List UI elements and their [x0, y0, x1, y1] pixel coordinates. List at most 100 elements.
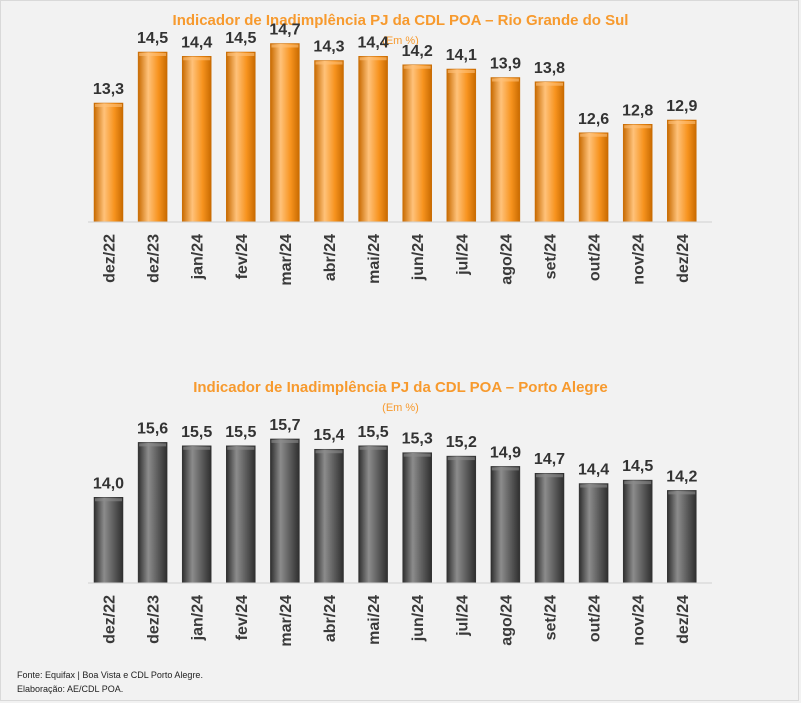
data-label: 15,6 — [137, 420, 168, 437]
bar-jan/24 — [181, 56, 212, 223]
data-label: 13,9 — [490, 56, 521, 73]
bar-cap — [491, 78, 519, 82]
x-tick-label: nov/24 — [631, 595, 648, 646]
bar-cap — [359, 446, 387, 450]
bar-fev/24 — [226, 445, 256, 584]
bar-cap — [227, 446, 255, 450]
x-tick-label: out/24 — [587, 234, 604, 281]
data-label: 15,3 — [402, 431, 433, 448]
data-label: 14,3 — [313, 39, 344, 56]
bar-cap — [536, 82, 563, 86]
bar-fev/24 — [226, 51, 256, 223]
data-label: 14,4 — [358, 34, 389, 51]
bar-cap — [271, 44, 299, 48]
x-tick-label: set/24 — [543, 595, 560, 640]
bar-dez/23 — [137, 442, 168, 584]
bar-cap — [315, 61, 343, 65]
bar-ago/24 — [490, 466, 521, 584]
x-tick-label: mar/24 — [278, 595, 295, 647]
footer-credit: Elaboração: AE/CDL POA. — [17, 684, 124, 694]
bar-cap — [491, 467, 519, 471]
bar-mai/24 — [358, 56, 388, 223]
data-label: 14,4 — [578, 462, 609, 479]
bar-cap — [536, 474, 563, 478]
chart-2-title: Indicador de Inadimplência PJ da CDL POA… — [193, 379, 608, 396]
data-label: 14,1 — [446, 47, 477, 64]
x-tick-label: out/24 — [587, 595, 604, 642]
x-tick-label: jan/24 — [190, 595, 207, 641]
bar-cap — [624, 125, 652, 129]
data-label: 13,8 — [534, 60, 565, 77]
data-label: 15,7 — [269, 417, 300, 434]
bar-cap — [580, 133, 608, 137]
x-tick-label: ago/24 — [498, 234, 515, 285]
data-label: 14,7 — [269, 22, 300, 39]
x-tick-label: dez/22 — [102, 595, 119, 644]
chart-1-subtitle: (Em %) — [382, 35, 419, 47]
bar-set/24 — [534, 81, 565, 223]
bar-cap — [95, 104, 122, 107]
chart-1-rs: 13,3 dez/22 14,5 dez/23 14,4 jan/24 14,5 fev/24… — [88, 22, 712, 286]
data-label: 14,2 — [402, 43, 433, 60]
bar-cap — [139, 53, 167, 56]
data-label: 13,3 — [93, 81, 124, 98]
data-label: 14,4 — [181, 34, 212, 51]
x-tick-label: jul/24 — [454, 595, 471, 637]
data-label: 15,5 — [225, 424, 256, 441]
x-tick-label: fev/24 — [234, 234, 251, 279]
data-label: 14,5 — [225, 30, 256, 47]
bar-cap — [403, 453, 431, 457]
x-tick-label: ago/24 — [498, 595, 515, 646]
bar-out/24 — [578, 132, 609, 223]
bar-nov/24 — [622, 479, 653, 584]
bar-cap — [624, 481, 652, 485]
bar-ago/24 — [490, 77, 521, 223]
bar-mar/24 — [270, 43, 300, 223]
bar-out/24 — [578, 483, 609, 584]
bar-jul/24 — [446, 455, 477, 584]
data-label: 14,9 — [490, 444, 521, 461]
x-tick-label: nov/24 — [631, 234, 648, 285]
bar-dez/24 — [667, 119, 697, 223]
footer: Fonte: Equifax | Boa Vista e CDL Porto A… — [17, 668, 203, 696]
bar-cap — [183, 446, 211, 450]
bar-cap — [447, 457, 475, 461]
bar-cap — [227, 53, 255, 56]
data-label: 15,4 — [313, 427, 344, 444]
x-tick-label: mar/24 — [278, 234, 295, 286]
data-label: 12,8 — [622, 102, 653, 119]
data-label: 15,5 — [358, 424, 389, 441]
bar-cap — [139, 443, 167, 447]
bar-cap — [271, 439, 299, 443]
data-label: 14,5 — [137, 30, 168, 47]
bar-dez/22 — [93, 102, 124, 223]
bar-abr/24 — [314, 60, 344, 223]
x-tick-label: mai/24 — [366, 234, 383, 284]
footer-source: Fonte: Equifax | Boa Vista e CDL Porto A… — [17, 670, 203, 680]
bar-jun/24 — [402, 64, 432, 223]
x-tick-label: jul/24 — [454, 234, 471, 276]
bar-cap — [315, 450, 343, 454]
x-tick-label: set/24 — [543, 234, 560, 279]
bar-cap — [447, 70, 475, 73]
x-tick-label: jan/24 — [190, 234, 207, 280]
x-tick-label: dez/23 — [146, 234, 163, 283]
bar-jul/24 — [446, 68, 477, 223]
x-tick-label: abr/24 — [322, 234, 339, 281]
data-label: 14,5 — [622, 458, 653, 475]
x-tick-label: jun/24 — [410, 595, 427, 642]
bar-jun/24 — [402, 452, 432, 584]
bar-dez/24 — [667, 490, 697, 584]
data-label: 14,2 — [666, 468, 697, 485]
x-tick-label: dez/23 — [146, 595, 163, 644]
x-tick-label: mai/24 — [366, 595, 383, 645]
chart-2-poa: 14,0 dez/22 15,6 dez/23 15,5 jan/24 15,5 fev/24… — [88, 417, 712, 647]
bar-cap — [403, 65, 431, 69]
bar-cap — [668, 121, 696, 124]
bar-jan/24 — [181, 445, 212, 584]
bar-dez/23 — [137, 51, 168, 223]
data-label: 12,9 — [666, 98, 697, 115]
x-tick-label: fev/24 — [234, 595, 251, 640]
bar-mai/24 — [358, 445, 388, 584]
